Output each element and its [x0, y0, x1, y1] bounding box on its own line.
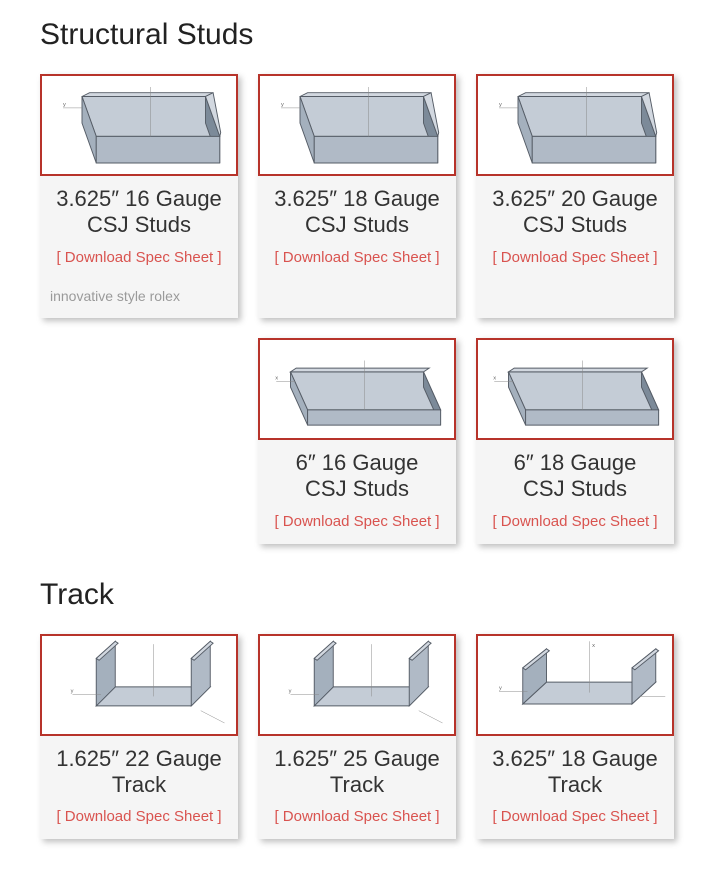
product-card: 1.625″ 22 Gauge Track [ Download Spec She… — [40, 634, 238, 840]
product-title: 3.625″ 18 Gauge Track — [482, 746, 668, 799]
download-spec-link[interactable]: [ Download Spec Sheet ] — [264, 513, 450, 530]
product-title: 1.625″ 25 Gauge Track — [264, 746, 450, 799]
product-title: 3.625″ 20 Gauge CSJ Studs — [482, 186, 668, 239]
product-card: 3.625″ 20 Gauge CSJ Studs [ Download Spec… — [476, 74, 674, 318]
product-thumbnail[interactable] — [476, 634, 674, 736]
download-spec-link[interactable]: [ Download Spec Sheet ] — [482, 513, 668, 530]
card-body: 3.625″ 18 Gauge Track [ Download Spec She… — [476, 736, 674, 840]
product-grid: 3.625″ 16 Gauge CSJ Studs [ Download Spec… — [40, 74, 674, 544]
card-body: 6″ 18 Gauge CSJ Studs [ Download Spec She… — [476, 440, 674, 544]
product-grid: 1.625″ 22 Gauge Track [ Download Spec She… — [40, 634, 674, 840]
product-card: 3.625″ 16 Gauge CSJ Studs [ Download Spec… — [40, 74, 238, 318]
product-card: 1.625″ 25 Gauge Track [ Download Spec She… — [258, 634, 456, 840]
product-title: 3.625″ 16 Gauge CSJ Studs — [46, 186, 232, 239]
product-title: 6″ 18 Gauge CSJ Studs — [482, 450, 668, 503]
product-thumbnail[interactable] — [476, 338, 674, 440]
card-body: 3.625″ 18 Gauge CSJ Studs [ Download Spec… — [258, 176, 456, 318]
product-thumbnail[interactable] — [258, 74, 456, 176]
product-card: 3.625″ 18 Gauge CSJ Studs [ Download Spec… — [258, 74, 456, 318]
download-spec-link[interactable]: [ Download Spec Sheet ] — [482, 249, 668, 266]
product-title: 6″ 16 Gauge CSJ Studs — [264, 450, 450, 503]
section-title: Track — [40, 578, 674, 612]
product-title: 3.625″ 18 Gauge CSJ Studs — [264, 186, 450, 239]
product-card: 3.625″ 18 Gauge Track [ Download Spec She… — [476, 634, 674, 840]
product-title: 1.625″ 22 Gauge Track — [46, 746, 232, 799]
download-spec-link[interactable]: [ Download Spec Sheet ] — [482, 808, 668, 825]
download-spec-link[interactable]: [ Download Spec Sheet ] — [46, 808, 232, 825]
product-card: 6″ 18 Gauge CSJ Studs [ Download Spec She… — [476, 338, 674, 544]
download-spec-link[interactable]: [ Download Spec Sheet ] — [264, 249, 450, 266]
section-title: Structural Studs — [40, 18, 674, 52]
card-body: 1.625″ 22 Gauge Track [ Download Spec She… — [40, 736, 238, 840]
card-body: 3.625″ 16 Gauge CSJ Studs [ Download Spec… — [40, 176, 238, 318]
card-body: 1.625″ 25 Gauge Track [ Download Spec She… — [258, 736, 456, 840]
extra-text: innovative style rolex — [46, 288, 232, 304]
card-body: 6″ 16 Gauge CSJ Studs [ Download Spec She… — [258, 440, 456, 544]
download-spec-link[interactable]: [ Download Spec Sheet ] — [46, 249, 232, 266]
product-card: 6″ 16 Gauge CSJ Studs [ Download Spec She… — [258, 338, 456, 544]
product-thumbnail[interactable] — [258, 634, 456, 736]
product-thumbnail[interactable] — [40, 634, 238, 736]
product-thumbnail[interactable] — [258, 338, 456, 440]
download-spec-link[interactable]: [ Download Spec Sheet ] — [264, 808, 450, 825]
product-thumbnail[interactable] — [40, 74, 238, 176]
product-thumbnail[interactable] — [476, 74, 674, 176]
card-body: 3.625″ 20 Gauge CSJ Studs [ Download Spec… — [476, 176, 674, 318]
